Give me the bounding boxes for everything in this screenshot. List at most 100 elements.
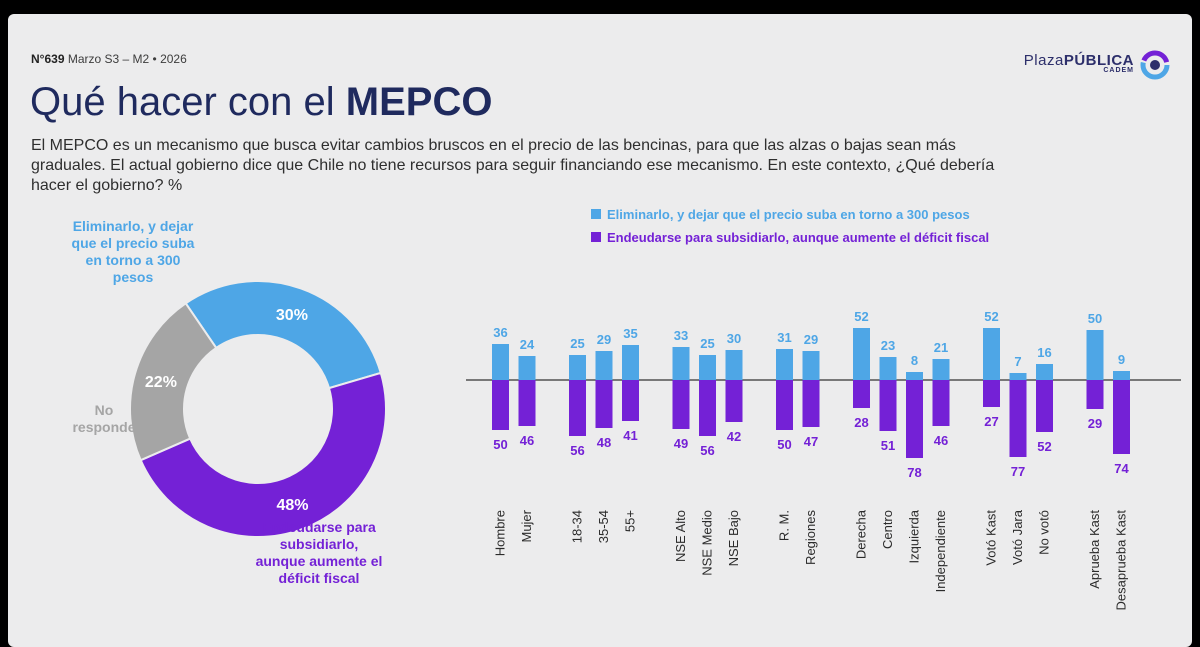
bar-eliminarlo-independiente bbox=[932, 359, 950, 380]
bar-endeudarse-vot-jara bbox=[1009, 380, 1027, 457]
bar-eliminarlo-hombre bbox=[492, 344, 509, 380]
category-label-nse-alto: NSE Alto bbox=[673, 510, 688, 562]
donut-slice-endeudarse bbox=[139, 371, 387, 538]
value-endeudarse-vot-kast: 27 bbox=[984, 414, 998, 429]
category-label-vot-jara: Votó Jara bbox=[1010, 509, 1025, 565]
bar-eliminarlo-nse-alto bbox=[672, 347, 690, 380]
bar-eliminarlo-vot-jara bbox=[1009, 373, 1027, 380]
value-endeudarse-nse-alto: 49 bbox=[674, 436, 688, 451]
value-eliminarlo-35-54: 29 bbox=[597, 332, 611, 347]
donut-chart: 30% 48% 22% bbox=[129, 280, 387, 538]
bar-endeudarse-no-vot- bbox=[1036, 380, 1053, 432]
category-label-aprueba-kast: Aprueba Kast bbox=[1087, 510, 1102, 589]
category-label-izquierda: Izquierda bbox=[907, 509, 922, 563]
value-eliminarlo-18-34: 25 bbox=[570, 336, 584, 351]
bar-endeudarse-derecha bbox=[853, 380, 870, 408]
category-label-no-vot-: No votó bbox=[1037, 510, 1052, 555]
brand-logo-icon bbox=[1140, 50, 1170, 80]
value-endeudarse-mujer: 46 bbox=[520, 433, 534, 448]
bar-eliminarlo-aprueba-kast bbox=[1086, 330, 1104, 380]
value-endeudarse-vot-jara: 77 bbox=[1011, 464, 1025, 479]
value-endeudarse-nse-bajo: 42 bbox=[727, 429, 741, 444]
donut-label-no-responde: No responde bbox=[72, 402, 136, 435]
bar-endeudarse-independiente bbox=[932, 380, 950, 426]
category-label-mujer: Mujer bbox=[519, 509, 534, 542]
category-label-centro: Centro bbox=[880, 510, 895, 549]
value-eliminarlo-r-m-: 31 bbox=[777, 330, 791, 345]
bar-eliminarlo-r-m- bbox=[776, 349, 793, 380]
value-eliminarlo-nse-bajo: 30 bbox=[727, 331, 741, 346]
donut-slice-no-responde bbox=[129, 301, 218, 462]
legend-swatch-blue bbox=[591, 209, 601, 219]
legend-item-endeudarse: Endeudarse para subsidiarlo, aunque aume… bbox=[591, 230, 989, 245]
value-eliminarlo-55-: 35 bbox=[623, 326, 637, 341]
bar-endeudarse-centro bbox=[879, 380, 897, 431]
category-label-35-54: 35-54 bbox=[596, 510, 611, 543]
value-eliminarlo-derecha: 52 bbox=[854, 309, 868, 324]
bar-eliminarlo-vot-kast bbox=[983, 328, 1000, 380]
donut-slice-eliminarlo bbox=[184, 280, 383, 390]
bar-endeudarse-hombre bbox=[492, 380, 509, 430]
report-period: Marzo S3 – M2 • 2026 bbox=[67, 52, 187, 66]
bar-endeudarse-regiones bbox=[802, 380, 820, 427]
value-eliminarlo-vot-jara: 7 bbox=[1014, 354, 1021, 369]
value-eliminarlo-independiente: 21 bbox=[934, 340, 948, 355]
bar-endeudarse-nse-alto bbox=[672, 380, 690, 429]
bar-eliminarlo-desaprueba-kast bbox=[1113, 371, 1130, 380]
value-endeudarse-aprueba-kast: 29 bbox=[1088, 416, 1102, 431]
value-endeudarse-independiente: 46 bbox=[934, 433, 948, 448]
bar-endeudarse-55- bbox=[622, 380, 639, 421]
brand-sub: CADEM bbox=[1103, 67, 1134, 74]
value-endeudarse-nse-medio: 56 bbox=[700, 443, 714, 458]
category-label-55-: 55+ bbox=[623, 510, 638, 532]
value-endeudarse-hombre: 50 bbox=[493, 437, 507, 452]
legend-swatch-purple bbox=[591, 232, 601, 242]
category-label-independiente: Independiente bbox=[933, 510, 948, 592]
value-eliminarlo-desaprueba-kast: 9 bbox=[1118, 352, 1125, 367]
legend-item-eliminarlo: Eliminarlo, y dejar que el precio suba e… bbox=[591, 207, 989, 222]
category-label-vot-kast: Votó Kast bbox=[984, 510, 999, 566]
brand-bold: PÚBLICA bbox=[1063, 52, 1134, 69]
value-eliminarlo-mujer: 24 bbox=[520, 337, 535, 352]
title-light: Qué hacer con el bbox=[30, 80, 335, 124]
bar-eliminarlo-35-54 bbox=[595, 351, 613, 380]
value-endeudarse-35-54: 48 bbox=[597, 435, 611, 450]
bar-eliminarlo-18-34 bbox=[569, 355, 586, 380]
bar-endeudarse-nse-medio bbox=[699, 380, 716, 436]
value-endeudarse-derecha: 28 bbox=[854, 415, 868, 430]
brand: PlazaPÚBLICA CADEM bbox=[1024, 52, 1134, 74]
bar-eliminarlo-55- bbox=[622, 345, 639, 380]
bar-chart: 36 50 Hombre 24 46 Mujer 25 56 18-34 29 48 35-54 35 4… bbox=[466, 309, 1181, 611]
value-eliminarlo-no-vot-: 16 bbox=[1037, 345, 1051, 360]
bar-endeudarse-35-54 bbox=[595, 380, 613, 428]
report-number: N°639 bbox=[31, 52, 65, 66]
category-label-desaprueba-kast: Desaprueba Kast bbox=[1114, 510, 1129, 611]
value-eliminarlo-aprueba-kast: 50 bbox=[1088, 311, 1102, 326]
bar-endeudarse-mujer bbox=[518, 380, 536, 426]
value-eliminarlo-regiones: 29 bbox=[804, 332, 818, 347]
category-label-derecha: Derecha bbox=[854, 509, 869, 559]
value-eliminarlo-vot-kast: 52 bbox=[984, 309, 998, 324]
question-text: El MEPCO es un mecanismo que busca evita… bbox=[31, 137, 995, 194]
bar-endeudarse-izquierda bbox=[906, 380, 923, 458]
category-label-hombre: Hombre bbox=[493, 510, 508, 556]
bar-eliminarlo-derecha bbox=[853, 328, 870, 380]
value-eliminarlo-izquierda: 8 bbox=[911, 353, 918, 368]
bar-eliminarlo-izquierda bbox=[906, 372, 923, 380]
bar-endeudarse-vot-kast bbox=[983, 380, 1000, 407]
bar-endeudarse-aprueba-kast bbox=[1086, 380, 1104, 409]
brand-light: Plaza bbox=[1023, 52, 1064, 69]
value-eliminarlo-nse-medio: 25 bbox=[700, 336, 714, 351]
donut-slice-endeudarse-value: 48% bbox=[276, 497, 308, 514]
bar-eliminarlo-mujer bbox=[518, 356, 536, 380]
value-endeudarse-centro: 51 bbox=[881, 438, 895, 453]
slide: N°639 Marzo S3 – M2 • 2026 PlazaPÚBLICA … bbox=[8, 14, 1192, 647]
donut-label-endeudarse: Endeudarse para subsidiarlo, aunque aume… bbox=[255, 519, 383, 586]
category-label-regiones: Regiones bbox=[803, 510, 818, 565]
value-endeudarse-desaprueba-kast: 74 bbox=[1114, 461, 1129, 476]
bar-endeudarse-nse-bajo bbox=[725, 380, 743, 422]
category-label-r-m-: R. M. bbox=[777, 510, 792, 541]
bar-eliminarlo-regiones bbox=[802, 351, 820, 380]
bar-eliminarlo-nse-bajo bbox=[725, 350, 743, 380]
bar-eliminarlo-nse-medio bbox=[699, 355, 716, 380]
